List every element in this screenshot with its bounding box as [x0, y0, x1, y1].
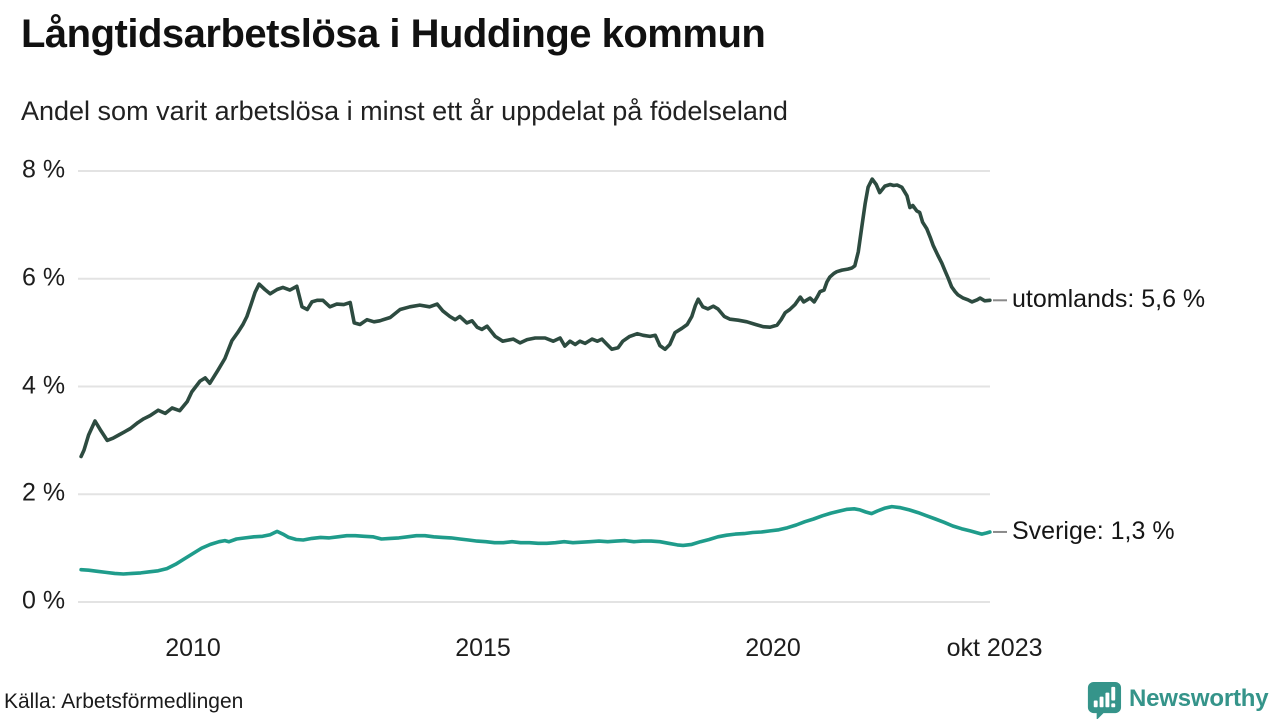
x-axis-tick-label: 2010 [165, 634, 221, 662]
x-axis-tick-label: 2015 [455, 634, 511, 662]
series-line-utomlands [79, 177, 992, 459]
series-end-label-utomlands: utomlands: 5,6 % [1012, 285, 1206, 314]
source-note: Källa: Arbetsförmedlingen [4, 690, 244, 713]
y-axis-tick-label: 2 % [22, 478, 66, 507]
x-axis-tick-label: 2020 [745, 634, 801, 662]
series-line-sverige [79, 504, 992, 576]
x-axis-tick-label: okt 2023 [946, 634, 1043, 662]
y-axis-tick-label: 0 % [22, 586, 66, 615]
newsworthy-bubble-icon [1087, 681, 1122, 719]
series-end-label-sverige: Sverige: 1,3 % [1012, 516, 1175, 545]
newsworthy-logo: Newsworthy [1084, 679, 1269, 719]
y-axis-tick-label: 6 % [22, 263, 66, 292]
y-axis-tick-label: 8 % [22, 155, 66, 184]
page-subtitle: Andel som varit arbetslösa i minst ett å… [21, 96, 788, 126]
page-title: Långtidsarbetslösa i Huddinge kommun [21, 12, 766, 56]
newsworthy-wordmark: Newsworthy [1129, 685, 1269, 712]
y-axis-tick-label: 4 % [22, 370, 66, 399]
